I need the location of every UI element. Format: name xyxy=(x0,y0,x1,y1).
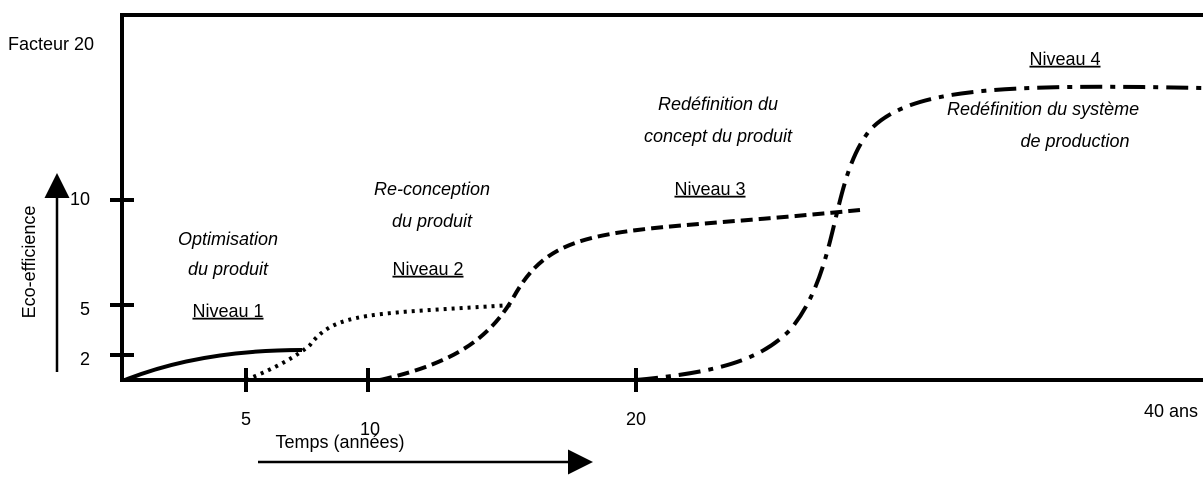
y-axis-label: Eco-efficience xyxy=(19,206,39,319)
level-description: Optimisation xyxy=(178,229,278,249)
y-tick-label: 5 xyxy=(80,299,90,319)
arrows xyxy=(44,173,593,475)
curves xyxy=(124,84,1203,382)
x-axis-label: Temps (années) xyxy=(275,432,404,452)
level-name: Niveau 3 xyxy=(674,179,745,199)
y-tick-label: 2 xyxy=(80,349,90,369)
y-tick-label: 10 xyxy=(70,189,90,209)
level-description: du produit xyxy=(392,211,473,231)
x-tick-label: 20 xyxy=(626,409,646,429)
level-description: Re-conception xyxy=(374,179,490,199)
axes xyxy=(110,13,1203,392)
level-name: Niveau 1 xyxy=(192,301,263,321)
top-label: Facteur 20 xyxy=(8,34,94,54)
x-tick-label: 10 xyxy=(360,419,380,439)
level-description: Redéfinition du système xyxy=(947,99,1139,119)
x-tick-label: 40 ans xyxy=(1144,401,1198,421)
level-description: de production xyxy=(1020,131,1129,151)
x-tick-label: 5 xyxy=(241,409,251,429)
level-description: Redéfinition du xyxy=(658,94,778,114)
level-name: Niveau 2 xyxy=(392,259,463,279)
level-description: du produit xyxy=(188,259,269,279)
level-description: concept du produit xyxy=(644,126,793,146)
level-name: Niveau 4 xyxy=(1029,49,1100,69)
